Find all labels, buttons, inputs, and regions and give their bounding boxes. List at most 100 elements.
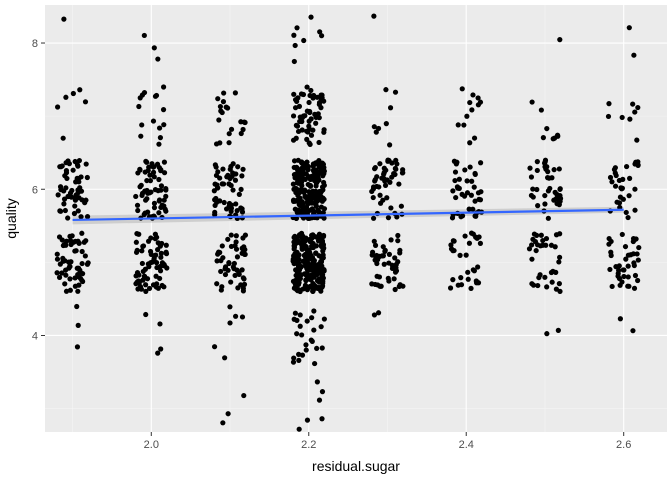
data-point — [372, 257, 378, 263]
data-point — [72, 248, 78, 254]
data-point — [148, 235, 154, 241]
data-point — [618, 185, 624, 191]
data-point — [316, 397, 323, 403]
data-point — [228, 126, 235, 132]
data-point — [62, 207, 68, 214]
data-point — [232, 313, 239, 319]
data-point — [156, 176, 162, 183]
data-point — [392, 89, 399, 95]
data-point — [607, 266, 613, 273]
data-point — [310, 95, 316, 101]
data-point — [294, 165, 300, 171]
data-point — [381, 261, 387, 267]
data-point — [298, 186, 304, 193]
data-point — [475, 264, 481, 270]
data-point — [296, 198, 302, 204]
data-point — [318, 105, 324, 111]
data-point — [306, 123, 312, 129]
data-point — [306, 99, 312, 106]
data-point — [61, 201, 67, 207]
data-point — [395, 232, 401, 239]
data-point — [58, 208, 64, 214]
data-point — [162, 263, 168, 269]
data-point — [550, 268, 556, 274]
data-point — [313, 161, 319, 167]
data-point — [447, 285, 454, 291]
data-point — [135, 207, 141, 214]
data-point — [63, 288, 70, 294]
data-point — [296, 202, 302, 208]
data-point — [392, 165, 398, 172]
data-point — [316, 177, 322, 183]
data-point — [158, 346, 164, 352]
data-point — [526, 246, 533, 252]
data-point — [151, 164, 157, 170]
data-point — [161, 170, 168, 176]
data-point — [230, 187, 236, 193]
data-point — [301, 37, 307, 44]
data-points — [54, 13, 642, 432]
data-point — [318, 258, 325, 264]
data-point — [370, 215, 377, 221]
data-point — [292, 42, 298, 49]
data-point — [72, 238, 79, 244]
data-point — [226, 131, 232, 137]
data-point — [468, 230, 475, 236]
data-point — [617, 194, 624, 200]
data-point — [294, 240, 300, 246]
data-point — [304, 287, 310, 293]
data-point — [556, 166, 562, 172]
data-point — [627, 175, 633, 181]
data-point — [70, 90, 76, 97]
data-point — [469, 178, 475, 184]
data-point — [619, 114, 625, 121]
data-point — [634, 251, 640, 257]
data-point — [607, 174, 614, 181]
data-point — [369, 252, 375, 258]
data-point — [241, 392, 247, 399]
data-point — [72, 283, 78, 289]
data-point — [381, 165, 387, 171]
data-point — [534, 186, 540, 193]
data-point — [163, 251, 170, 257]
data-point — [393, 261, 399, 268]
data-point — [67, 193, 73, 199]
data-point — [534, 159, 540, 165]
data-point — [528, 174, 535, 180]
data-point — [139, 192, 145, 199]
data-point — [135, 170, 141, 176]
data-point — [227, 304, 233, 310]
data-point — [551, 167, 557, 173]
data-point — [321, 179, 327, 186]
data-point — [555, 327, 561, 333]
data-point — [162, 206, 168, 212]
data-point — [297, 178, 304, 184]
data-point — [311, 169, 317, 175]
data-point — [79, 230, 85, 236]
data-point — [78, 188, 85, 194]
data-point — [457, 252, 463, 258]
data-point — [388, 237, 394, 243]
data-point — [144, 177, 150, 184]
data-point — [319, 345, 325, 351]
data-point — [544, 175, 551, 181]
data-point — [321, 268, 327, 274]
data-point — [83, 161, 89, 167]
data-point — [238, 130, 244, 137]
data-point — [477, 99, 484, 105]
data-point — [79, 248, 85, 255]
data-point — [617, 282, 623, 288]
data-point — [472, 171, 478, 178]
data-point — [234, 207, 240, 214]
data-point — [394, 214, 400, 220]
data-point — [140, 243, 146, 249]
data-point — [469, 107, 475, 113]
data-point — [218, 287, 224, 293]
data-point — [450, 188, 456, 194]
data-point — [531, 231, 538, 237]
data-point — [309, 338, 315, 344]
data-point — [236, 191, 242, 197]
y-tick-label: 8 — [32, 38, 38, 50]
data-point — [634, 137, 640, 143]
